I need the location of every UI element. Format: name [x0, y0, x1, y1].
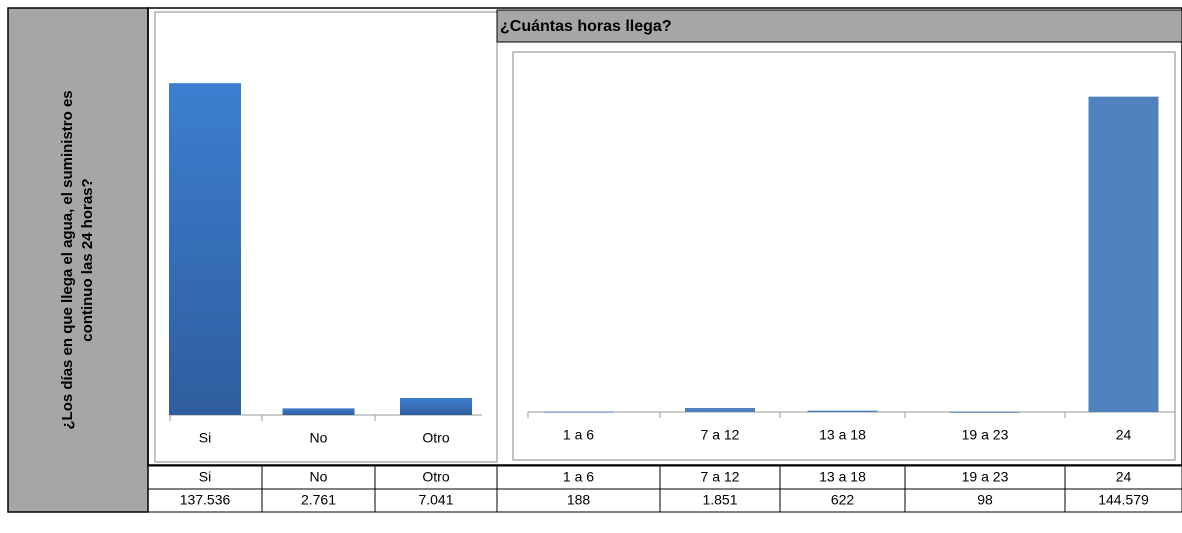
table-value: 137.536 [180, 492, 231, 508]
table-value: 2.761 [301, 492, 336, 508]
x-tick-label: Si [199, 430, 211, 446]
table-header: 24 [1116, 469, 1132, 485]
bar [282, 408, 355, 415]
table-value: 144.579 [1098, 492, 1149, 508]
side-label: ¿Los días en que llega el agua, el sumin… [59, 90, 96, 429]
side-label-line: continuo las 24 horas? [79, 178, 96, 341]
bar [685, 407, 755, 412]
side-panel [7, 7, 149, 513]
table-header: Si [199, 469, 211, 485]
x-tick-label: 24 [1116, 427, 1132, 443]
table-header: 7 a 12 [701, 469, 740, 485]
bar [1088, 96, 1159, 412]
table-value: 1.851 [702, 492, 737, 508]
table-value: 622 [831, 492, 855, 508]
table-value: 188 [567, 492, 591, 508]
table-cell [1064, 488, 1182, 513]
bar [400, 398, 472, 415]
x-tick-label: 7 a 12 [701, 427, 740, 443]
x-tick-label: 13 a 18 [819, 427, 866, 443]
table-header: 13 a 18 [819, 469, 866, 485]
table-value: 98 [977, 492, 993, 508]
x-tick-label: 1 a 6 [563, 427, 594, 443]
table-header: No [310, 469, 328, 485]
x-tick-label: No [310, 430, 328, 446]
table-header: 1 a 6 [563, 469, 594, 485]
table-header: 19 a 23 [962, 469, 1009, 485]
chart-area [512, 51, 1176, 461]
bar [169, 83, 241, 415]
bar [543, 411, 614, 413]
table-value: 7.041 [418, 492, 453, 508]
x-tick-label: 19 a 23 [962, 427, 1009, 443]
side-label-line: ¿Los días en que llega el agua, el sumin… [59, 90, 76, 429]
title-bar [496, 9, 1182, 43]
x-tick-label: Otro [422, 430, 449, 446]
bar [807, 410, 878, 412]
frame [147, 7, 1182, 466]
bar [950, 411, 1020, 413]
table-header: Otro [422, 469, 449, 485]
chart-title: ¿Cuántas horas llega? [500, 18, 672, 35]
